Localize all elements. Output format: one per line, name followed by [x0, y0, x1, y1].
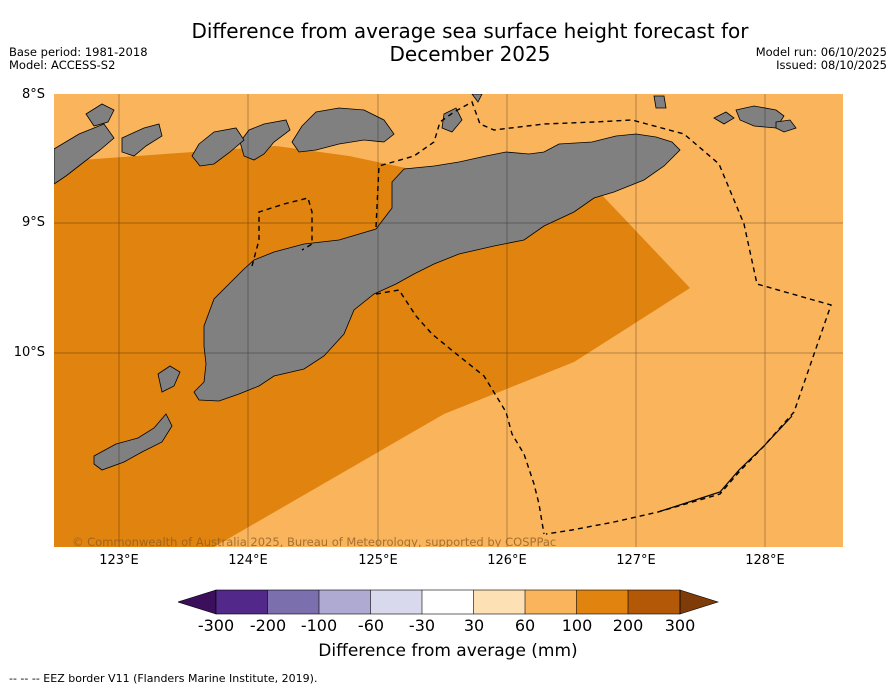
map-title: Difference from average sea surface heig…: [0, 20, 896, 66]
eez-solid-segment: [657, 415, 793, 513]
pantar-island: [191, 127, 245, 167]
map-panel: © Commonwealth of Australia 2025, Bureau…: [54, 94, 843, 547]
colorbar-bin-5: [422, 590, 474, 614]
lat-label-8s: 8°S: [21, 87, 45, 102]
colorbar-tick-5: -30: [408, 616, 436, 635]
eez-solid-line: [657, 415, 793, 513]
lon-label-125e: 125°E: [358, 553, 398, 568]
romang-island: [653, 95, 667, 109]
lembata-island: [121, 123, 163, 157]
alor-island: [239, 119, 291, 161]
eez-oecusse: [251, 197, 313, 267]
eez-legend-footnote: -- -- -- EEZ border V11 (Flanders Marine…: [9, 672, 318, 685]
colorbar-title: Difference from average (mm): [318, 641, 578, 661]
lon-label-123e: 123°E: [99, 553, 139, 568]
model-run: Model run: 06/10/2025: [755, 45, 887, 59]
damar-island-group-1: [713, 111, 735, 125]
savu-island: [93, 413, 173, 471]
title-line-2: December 2025: [389, 42, 551, 66]
model-name: Model: ACCESS-S2: [9, 58, 116, 72]
adonara-island: [85, 103, 115, 127]
land: [54, 94, 797, 471]
eez-timor-leste-south: [375, 289, 545, 535]
colorbar-extend-high: [679, 589, 719, 615]
colorbar-extend-low: [178, 589, 217, 615]
graticule: [54, 94, 843, 547]
wetar-island: [291, 107, 395, 153]
eez-borders: [251, 100, 832, 535]
rote-island: [157, 365, 181, 393]
lon-label-128e: 128°E: [745, 553, 785, 568]
colorbar-tick-10: 300: [664, 616, 696, 635]
colorbar: [178, 589, 719, 615]
ocean-high-anomaly: [54, 146, 690, 547]
colorbar-bin-1: [216, 590, 268, 614]
colorbar-bin-6: [473, 590, 525, 614]
issued-date: Issued: 08/10/2025: [776, 58, 887, 72]
lat-label-9s: 9°S: [21, 215, 45, 230]
colorbar-bin-9: [628, 590, 680, 614]
colorbar-tick-6: 30: [463, 616, 485, 635]
colorbar-bin-3: [319, 590, 371, 614]
colorbar-tick-1: -300: [197, 616, 235, 635]
eez-timor-leste-north: [375, 100, 832, 535]
colorbar-bin-8: [576, 590, 628, 614]
lon-label-127e: 127°E: [616, 553, 656, 568]
colorbar-tick-3: -100: [300, 616, 338, 635]
colorbar-outline: [215, 589, 681, 615]
timor-island: [193, 133, 681, 402]
lon-label-124e: 124°E: [228, 553, 268, 568]
colorbar-tick-2: -200: [249, 616, 287, 635]
colorbar-bin-7: [525, 590, 577, 614]
lon-label-126e: 126°E: [487, 553, 527, 568]
colorbar-tick-9: 200: [612, 616, 644, 635]
meta-left: Base period: 1981-2018 Model: ACCESS-S2: [9, 46, 148, 72]
colorbar-tick-7: 60: [514, 616, 536, 635]
copyright-text: © Commonwealth of Australia 2025, Bureau…: [72, 535, 556, 547]
colorbar-bin-4: [370, 590, 422, 614]
base-period: Base period: 1981-2018: [9, 45, 148, 59]
colorbar-tick-8: 100: [561, 616, 593, 635]
colorbar-bin-2: [267, 590, 319, 614]
small-island-north: [471, 94, 483, 103]
title-line-1: Difference from average sea surface heig…: [191, 19, 749, 43]
lat-label-10s: 10°S: [13, 345, 45, 360]
moa-island: [775, 119, 797, 133]
colorbar-tick-4: -60: [357, 616, 385, 635]
meta-right: Model run: 06/10/2025 Issued: 08/10/2025: [756, 46, 887, 72]
kisar-island: [441, 107, 463, 133]
colorbar-dividers: [215, 589, 681, 615]
flores-island-east: [54, 123, 115, 185]
